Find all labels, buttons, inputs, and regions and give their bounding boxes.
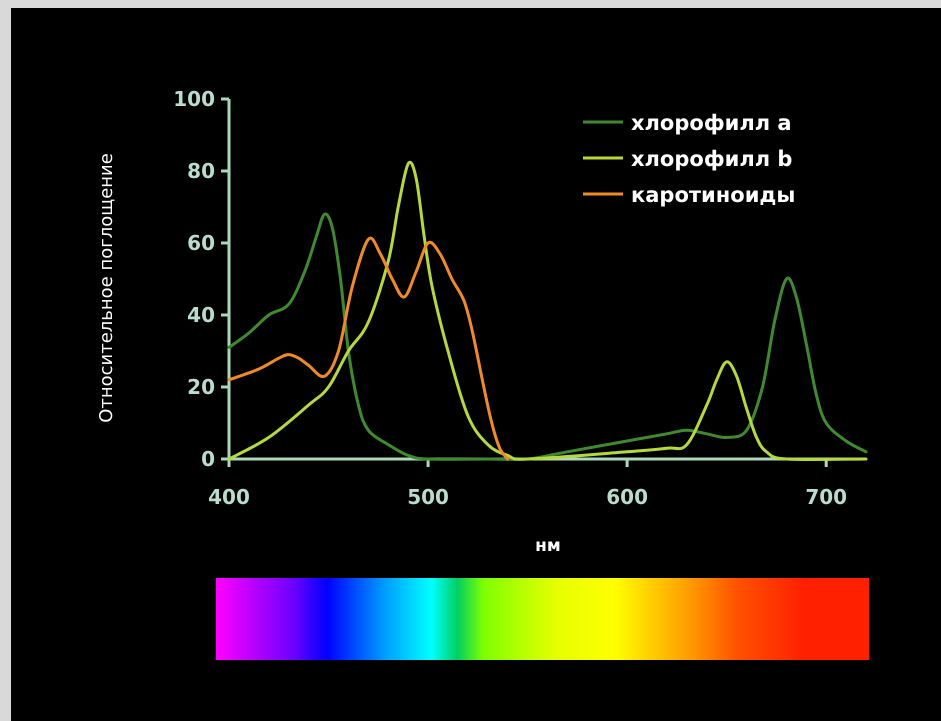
y-axis-title: Относительное поглощение <box>96 153 117 423</box>
y-tick-label: 40 <box>187 303 215 327</box>
x-tick-label: 600 <box>606 485 648 509</box>
legend-label: хлорофилл b <box>631 147 792 171</box>
legend-label: каротиноиды <box>631 183 795 207</box>
x-axis-title: нм <box>535 536 561 556</box>
series-line-2 <box>227 160 868 462</box>
y-tick-label: 0 <box>201 447 215 471</box>
series-line-3 <box>227 236 510 461</box>
x-tick-label: 700 <box>805 485 847 509</box>
y-tick-label: 20 <box>187 375 215 399</box>
x-tick-label: 400 <box>208 485 250 509</box>
tick-labels: 0 20 40 60 80 100 400 500 600 700 <box>173 87 847 509</box>
absorption-chart: 0 20 40 60 80 100 400 500 600 700 нм Относительно… <box>96 87 868 556</box>
legend-label: хлорофилл a <box>631 111 792 135</box>
y-tick-label: 100 <box>173 87 215 111</box>
legend: хлорофилл a хлорофилл b каротиноиды <box>583 111 795 207</box>
visible-spectrum-bar <box>216 578 869 660</box>
x-tick-label: 500 <box>407 485 449 509</box>
y-tick-label: 80 <box>187 159 215 183</box>
series-line-1 <box>227 212 868 462</box>
slide-background: 0 20 40 60 80 100 400 500 600 700 нм Относительно… <box>11 8 941 721</box>
y-tick-label: 60 <box>187 231 215 255</box>
series-lines <box>227 160 868 462</box>
